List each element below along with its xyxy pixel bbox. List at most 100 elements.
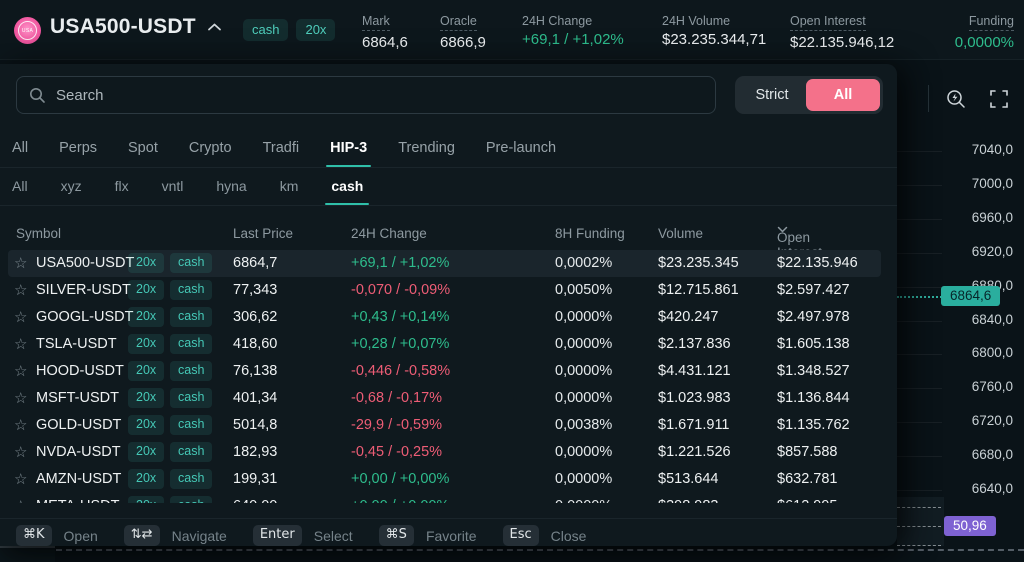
row-cash-badge: cash [170, 280, 213, 300]
row-open-interest: $1.605.138 [777, 336, 850, 352]
subtab-all[interactable]: All [12, 177, 28, 194]
tab-tradfi[interactable]: Tradfi [262, 139, 300, 156]
search-input[interactable] [56, 86, 703, 104]
subtab-km[interactable]: km [279, 177, 299, 194]
favorite-star-icon[interactable]: ☆ [14, 471, 28, 488]
table-row-usa500-usdt[interactable]: ☆ USA500-USDT 20x cash 6864,7 +69,1 / +1,02% 0… [8, 250, 881, 277]
table-row-meta-usdt[interactable]: ☆ META-USDT 20x cash 640,00 +0,00 / +0,00% 0,0… [8, 493, 881, 503]
search-box[interactable] [16, 76, 716, 114]
table-row-googl-usdt[interactable]: ☆ GOOGL-USDT 20x cash 306,62 +0,43 / +0,14% 0,… [8, 304, 881, 331]
favorite-star-icon[interactable]: ☆ [14, 390, 28, 407]
table-row-silver-usdt[interactable]: ☆ SILVER-USDT 20x cash 77,343 -0,070 / -0,09%… [8, 277, 881, 304]
stat-oracle: Oracle 6866,9 [440, 14, 486, 51]
stat-label[interactable]: Open Interest [790, 14, 866, 31]
stat-label[interactable]: Mark [362, 14, 390, 31]
strict-option[interactable]: Strict [755, 87, 789, 103]
subtab-vntl[interactable]: vntl [161, 177, 184, 194]
row-volume: $513.644 [658, 471, 719, 487]
stat-value: 0,0000% [954, 34, 1014, 51]
row-leverage-badge: 20x [128, 388, 165, 408]
row-cash-badge: cash [170, 334, 213, 354]
cash-badge: cash [243, 19, 289, 41]
subtab-xyz[interactable]: xyz [60, 177, 82, 194]
row-open-interest: $1.136.844 [777, 390, 850, 406]
indicator-search-icon[interactable] [943, 86, 969, 112]
row-open-interest: $632.781 [777, 471, 838, 487]
stat-label[interactable]: Funding [968, 14, 1014, 31]
stat-label: 24H Volume [662, 14, 731, 28]
subtab-flx[interactable]: flx [114, 177, 129, 194]
table-row-hood-usdt[interactable]: ☆ HOOD-USDT 20x cash 76,138 -0,446 / -0,58% 0,… [8, 358, 881, 385]
col-last-price[interactable]: Last Price [233, 226, 294, 241]
gridline [880, 456, 942, 458]
deployer-subtabs: All xyz flx vntl hyna km cash [0, 169, 897, 206]
row-24h-change: -0,446 / -0,58% [351, 363, 451, 379]
table-row-amzn-usdt[interactable]: ☆ AMZN-USDT 20x cash 199,31 +0,00 / +0,00% 0,0… [8, 466, 881, 493]
pair-title[interactable]: USA500-USDT [50, 15, 196, 38]
favorite-star-icon[interactable]: ☆ [14, 309, 28, 326]
row-volume: $4.431.121 [658, 363, 731, 379]
favorite-star-icon[interactable]: ☆ [14, 444, 28, 461]
tab-spot[interactable]: Spot [128, 139, 158, 156]
stat-value: +69,1 / +1,02% [522, 31, 624, 48]
row-symbol: SILVER-USDT [36, 282, 131, 298]
col-volume[interactable]: Volume [658, 226, 704, 241]
tab-perps[interactable]: Perps [59, 139, 98, 156]
current-price-dotted-line [897, 296, 942, 298]
row-last-price: 77,343 [233, 282, 278, 298]
app-header: USA USA500-USDT cash 20x Mark 6864,6 Oracl… [0, 0, 1024, 60]
favorite-star-icon[interactable]: ☆ [14, 255, 28, 272]
table-header: Symbol Last Price 24H Change 8H Funding … [0, 222, 897, 260]
current-price-tag: 6864,6 [941, 286, 1001, 306]
row-volume: $398.983 [658, 493, 718, 503]
subtab-cash[interactable]: cash [325, 170, 370, 205]
favorite-star-icon[interactable]: ☆ [14, 493, 27, 503]
tab-all[interactable]: All [12, 139, 29, 156]
favorite-star-icon[interactable]: ☆ [14, 417, 28, 434]
table-row-msft-usdt[interactable]: ☆ MSFT-USDT 20x cash 401,34 -0,68 / -0,17% 0,0… [8, 385, 881, 412]
row-24h-change: +0,43 / +0,14% [351, 309, 450, 325]
row-leverage-badge: 20x [128, 307, 165, 327]
row-volume: $1.671.911 [658, 417, 730, 433]
shortcut-favorite: ⌘S Favorite [378, 525, 477, 546]
sort-desc-chevron-icon [777, 226, 788, 233]
tab-trending[interactable]: Trending [398, 139, 455, 156]
row-leverage-badge: 20x [128, 415, 165, 435]
all-option[interactable]: All [806, 79, 880, 111]
row-last-price: 182,93 [233, 444, 278, 460]
row-last-price: 5014,8 [233, 417, 278, 433]
leverage-badge: 20x [296, 19, 336, 41]
favorite-star-icon[interactable]: ☆ [14, 282, 28, 299]
col-24h-change[interactable]: 24H Change [351, 226, 427, 241]
axis-price-label: 7040,0 [971, 142, 1013, 157]
chevron-up-icon[interactable] [207, 22, 222, 32]
fullscreen-icon[interactable] [986, 86, 1012, 112]
row-8h-funding: 0,0000% [555, 363, 613, 379]
stat-24h-change: 24H Change +69,1 / +1,02% [522, 14, 624, 48]
col-8h-funding[interactable]: 8H Funding [555, 226, 625, 241]
subtab-hyna[interactable]: hyna [216, 177, 247, 194]
axis-price-label: 6800,0 [971, 345, 1013, 361]
col-open-interest[interactable]: Open Interest [777, 226, 822, 260]
table-row-tsla-usdt[interactable]: ☆ TSLA-USDT 20x cash 418,60 +0,28 / +0,07% 0,0… [8, 331, 881, 358]
stat-label[interactable]: Oracle [440, 14, 477, 31]
row-24h-change: +69,1 / +1,02% [351, 255, 450, 271]
row-cash-badge: cash [170, 253, 213, 273]
favorite-star-icon[interactable]: ☆ [14, 363, 28, 380]
axis-price-label: 6840,0 [971, 311, 1013, 327]
row-leverage-badge: 20x [128, 253, 165, 273]
tab-pre-launch[interactable]: Pre-launch [485, 139, 557, 156]
indicator-mid-line [897, 526, 941, 527]
col-symbol[interactable]: Symbol [16, 226, 62, 241]
tab-hip-3[interactable]: HIP-3 [326, 131, 372, 167]
row-8h-funding: 0,0002% [555, 255, 613, 271]
table-row-nvda-usdt[interactable]: ☆ NVDA-USDT 20x cash 182,93 -0,45 / -0,25% 0,0… [8, 439, 881, 466]
row-open-interest: $857.588 [777, 444, 838, 460]
table-row-gold-usdt[interactable]: ☆ GOLD-USDT 20x cash 5014,8 -29,9 / -0,59% 0,0… [8, 412, 881, 439]
tab-crypto[interactable]: Crypto [188, 139, 232, 156]
row-cash-badge: cash [170, 469, 213, 489]
row-open-interest: $1.348.527 [777, 363, 850, 379]
favorite-star-icon[interactable]: ☆ [14, 336, 28, 353]
indicator-value-tag: 50,96 [944, 516, 996, 536]
row-symbol: MSFT-USDT [36, 390, 119, 406]
